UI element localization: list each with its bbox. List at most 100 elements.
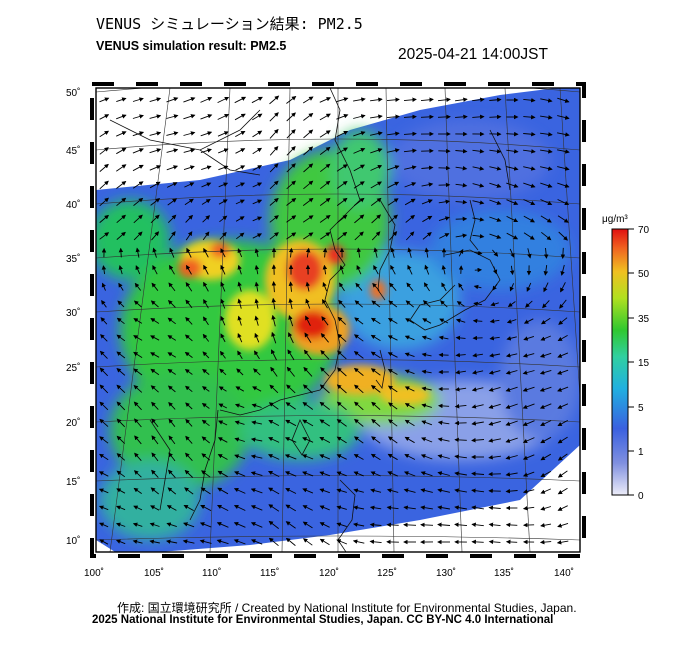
wind-arrow: [218, 420, 228, 426]
wind-arrow: [216, 504, 229, 512]
wind-arrow: [455, 352, 466, 358]
wind-arrow: [185, 385, 193, 393]
wind-arrow: [437, 420, 450, 425]
wind-arrow: [168, 452, 176, 462]
wind-arrow: [522, 471, 535, 477]
wind-arrow: [490, 301, 499, 307]
wind-arrow: [150, 352, 160, 358]
wind-arrow: [403, 505, 416, 510]
lat-tick-labels: 50˚ 45˚ 40˚ 35˚ 30˚ 25˚ 20˚ 15˚ 10˚: [66, 87, 80, 547]
wind-arrow: [286, 95, 297, 104]
wind-arrow: [473, 284, 482, 290]
wind-arrow: [268, 487, 280, 495]
wind-arrow: [217, 114, 230, 120]
wind-arrow: [254, 264, 260, 275]
wind-arrow: [455, 114, 468, 120]
wind-arrow: [560, 247, 566, 259]
wind-arrow: [527, 248, 532, 259]
lat-tick-30: 30˚: [66, 307, 80, 319]
wind-arrow: [134, 418, 142, 428]
wind-arrow: [200, 114, 213, 120]
wind-arrow: [116, 368, 126, 376]
wind-arrow: [387, 181, 400, 189]
wind-arrow: [420, 97, 434, 102]
wind-arrow: [286, 197, 297, 206]
wind-arrow: [252, 216, 263, 222]
wind-arrow: [356, 264, 362, 275]
wind-arrow: [439, 318, 449, 324]
wind-arrow: [133, 300, 142, 308]
wind-arrow: [557, 470, 568, 478]
wind-arrow: [116, 435, 126, 444]
wind-arrow: [404, 386, 415, 392]
wind-arrow: [540, 453, 552, 461]
wind-arrow: [167, 352, 177, 358]
wind-arrow: [557, 335, 568, 342]
wind-arrow: [354, 231, 364, 241]
wind-arrow: [302, 419, 314, 427]
wind-arrow: [543, 247, 549, 259]
wind-arrow: [268, 520, 279, 529]
map-frame-ticks: [90, 82, 586, 558]
wind-arrow: [557, 199, 570, 206]
wind-arrow: [252, 147, 263, 155]
wind-arrow: [488, 438, 501, 443]
wind-arrow: [505, 472, 518, 477]
wind-arrow: [403, 522, 417, 528]
wind-arrow: [505, 420, 518, 426]
wind-arrow: [403, 114, 417, 120]
wind-arrow: [288, 298, 293, 310]
wind-arrow: [199, 539, 212, 544]
wind-arrow: [353, 505, 365, 510]
wind-arrow: [166, 505, 177, 511]
wind-arrow: [420, 505, 433, 510]
wind-arrow: [557, 522, 569, 528]
wind-arrow: [288, 332, 294, 344]
wind-arrow: [184, 469, 194, 478]
wind-arrow: [336, 97, 349, 103]
wind-arrow: [167, 385, 176, 393]
wind-arrow: [424, 247, 430, 258]
wind-arrow: [471, 437, 485, 443]
wind-arrow: [557, 453, 568, 461]
wind-arrow: [151, 418, 159, 428]
wind-arrow: [336, 180, 348, 189]
wind-arrow: [132, 164, 144, 172]
lon-tick-120: 120˚: [319, 567, 339, 579]
colorbar-label-15: 15: [638, 358, 650, 369]
wind-arrow: [149, 97, 162, 103]
wind-arrow: [455, 199, 468, 205]
wind-arrow: [336, 114, 349, 120]
wind-arrow: [352, 539, 365, 544]
wind-arrow: [454, 505, 467, 510]
wind-arrow: [133, 231, 143, 241]
wind-arrow: [336, 401, 347, 411]
wind-arrow: [489, 233, 502, 239]
wind-arrow: [220, 298, 226, 309]
lon-tick-125: 125˚: [377, 567, 397, 579]
wind-arrow: [116, 505, 126, 511]
wind-arrow: [489, 97, 502, 103]
wind-arrow: [135, 247, 140, 258]
wind-arrow: [540, 335, 551, 341]
wind-arrow: [337, 350, 347, 360]
wind-arrow: [403, 488, 416, 493]
wind-arrow: [371, 401, 381, 410]
wind-arrow: [166, 114, 179, 119]
wind-arrow: [319, 197, 331, 206]
wind-arrow: [183, 165, 195, 171]
wind-arrow: [540, 488, 551, 494]
wind-arrow: [202, 368, 210, 375]
wind-arrow: [269, 197, 279, 206]
wind-arrow: [285, 488, 297, 494]
wind-arrow: [523, 149, 536, 154]
wind-arrow: [540, 132, 553, 137]
wind-arrow: [183, 522, 195, 528]
wind-arrow: [168, 401, 176, 410]
wind-arrow: [150, 300, 159, 308]
wind-arrow: [489, 182, 502, 188]
wind-arrow: [421, 199, 433, 205]
wind-arrow: [99, 436, 109, 444]
wind-arrow: [219, 350, 226, 359]
wind-arrow: [557, 215, 569, 223]
